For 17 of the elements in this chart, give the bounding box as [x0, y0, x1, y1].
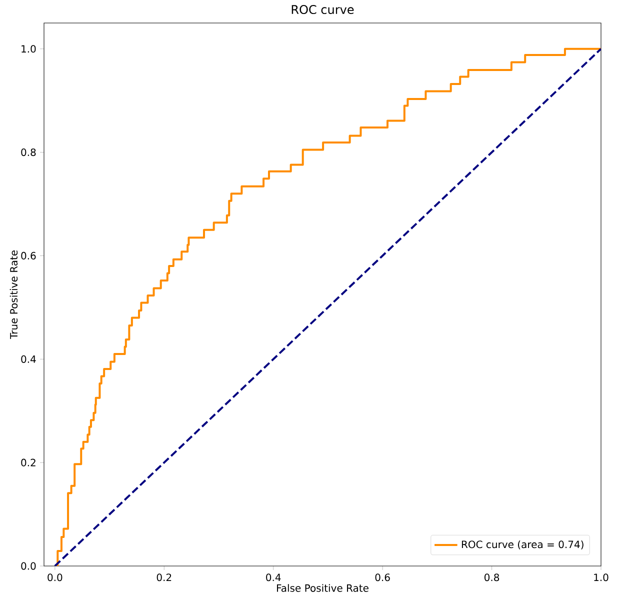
chart-title: ROC curve [292, 4, 354, 14]
y-tick-label: 0.0 [21, 562, 36, 570]
x-tick-label: 1.0 [594, 574, 608, 582]
x-tick-label: 0.4 [266, 574, 281, 582]
x-tick-label: 0.2 [156, 574, 172, 582]
x-axis-title: False Positive Rate [277, 584, 368, 592]
x-tick-label: 0.8 [484, 574, 500, 582]
y-tick-label: 0.2 [21, 458, 36, 466]
line-series [54, 48, 602, 566]
y-tick-label: 0.4 [21, 355, 36, 363]
y-tick-label: 0.6 [21, 252, 36, 260]
y-tick-label: 0.8 [21, 148, 36, 156]
x-tick-label: 0.0 [48, 574, 62, 582]
legend-label: ROC curve (area = 0.74) [462, 540, 584, 550]
y-axis-title: True Positive Rate [10, 250, 18, 340]
y-tick-label: 1.0 [22, 45, 36, 53]
x-tick-label: 0.6 [375, 574, 390, 582]
